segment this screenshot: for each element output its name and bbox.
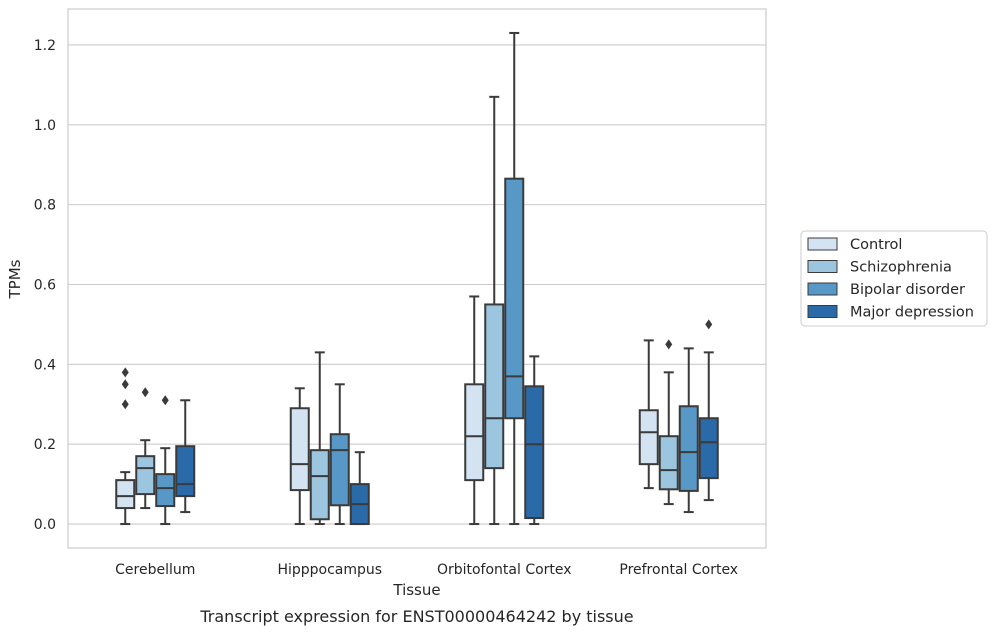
x-axis-ticks: Cerebellum Hipppocampus Orbitofontal Corte… [115, 562, 738, 578]
box-control [464, 295, 485, 526]
x-tick-label: Prefrontal Cortex [619, 562, 738, 578]
outlier-point [121, 367, 129, 378]
legend-label: Schizophrenia [850, 260, 952, 276]
box-control [638, 339, 659, 490]
legend-swatch [807, 282, 838, 296]
outlier-point [705, 319, 713, 330]
box-iqr [289, 407, 310, 492]
outlier-point [121, 399, 129, 410]
box-major-depression [175, 399, 196, 514]
outlier-point [161, 395, 169, 406]
y-tick-label: 1.2 [34, 38, 56, 54]
box-bipolar-disorder [155, 395, 176, 526]
box-iqr [155, 473, 176, 508]
y-axis-label: TPMs [6, 259, 24, 299]
y-tick-label: 0.8 [34, 198, 56, 214]
outlier-point [121, 379, 129, 390]
box-iqr [638, 409, 659, 466]
legend-frame [800, 230, 988, 327]
box-iqr [698, 417, 719, 480]
box-iqr [678, 405, 699, 492]
box-schizophrenia [484, 95, 505, 526]
box-iqr [175, 445, 196, 498]
x-tick-label: Cerebellum [115, 562, 195, 578]
legend-swatch [807, 237, 838, 251]
box-control [115, 367, 136, 526]
box-schizophrenia [658, 339, 679, 506]
box-iqr [464, 383, 485, 482]
box-bipolar-disorder [504, 31, 525, 526]
outlier-point [141, 387, 149, 398]
box-control [289, 387, 310, 526]
legend-label: Major depression [850, 305, 974, 321]
box-iqr [135, 455, 156, 496]
y-axis-ticks: 0.0 0.2 0.4 0.6 0.8 1.0 1.2 [34, 38, 56, 533]
y-tick-label: 0.2 [34, 437, 56, 453]
chart-caption: Transcript expression for ENST0000046424… [199, 607, 633, 626]
box-schizophrenia [309, 351, 330, 526]
x-tick-label: Orbitofontal Cortex [437, 562, 572, 578]
legend-swatch [807, 260, 838, 273]
plot-frame [67, 8, 767, 549]
box-iqr [524, 385, 545, 520]
box-iqr [658, 435, 679, 491]
box-series-layer [115, 31, 719, 526]
box-iqr [504, 177, 525, 420]
legend-swatch [807, 305, 838, 318]
legend-label: Bipolar disorder [850, 282, 965, 298]
y-tick-label: 0.4 [34, 357, 56, 373]
box-major-depression [524, 355, 545, 526]
x-axis-label: Tissue [392, 581, 440, 599]
box-bipolar-disorder [329, 383, 350, 526]
outlier-point [665, 339, 673, 350]
box-iqr [115, 479, 136, 510]
box-iqr [309, 449, 330, 521]
box-iqr [484, 303, 505, 470]
box-schizophrenia [135, 387, 156, 510]
y-tick-label: 1.0 [34, 118, 56, 134]
y-tick-label: 0.0 [34, 517, 56, 533]
x-tick-label: Hipppocampus [277, 562, 382, 578]
legend: Control Schizophrenia Bipolar disorder Majo… [800, 230, 988, 327]
box-iqr [329, 433, 350, 507]
y-tick-label: 0.6 [34, 277, 56, 293]
box-major-depression [349, 451, 370, 526]
box-major-depression [698, 319, 719, 502]
legend-label: Control [850, 237, 902, 253]
box-bipolar-disorder [678, 347, 699, 514]
